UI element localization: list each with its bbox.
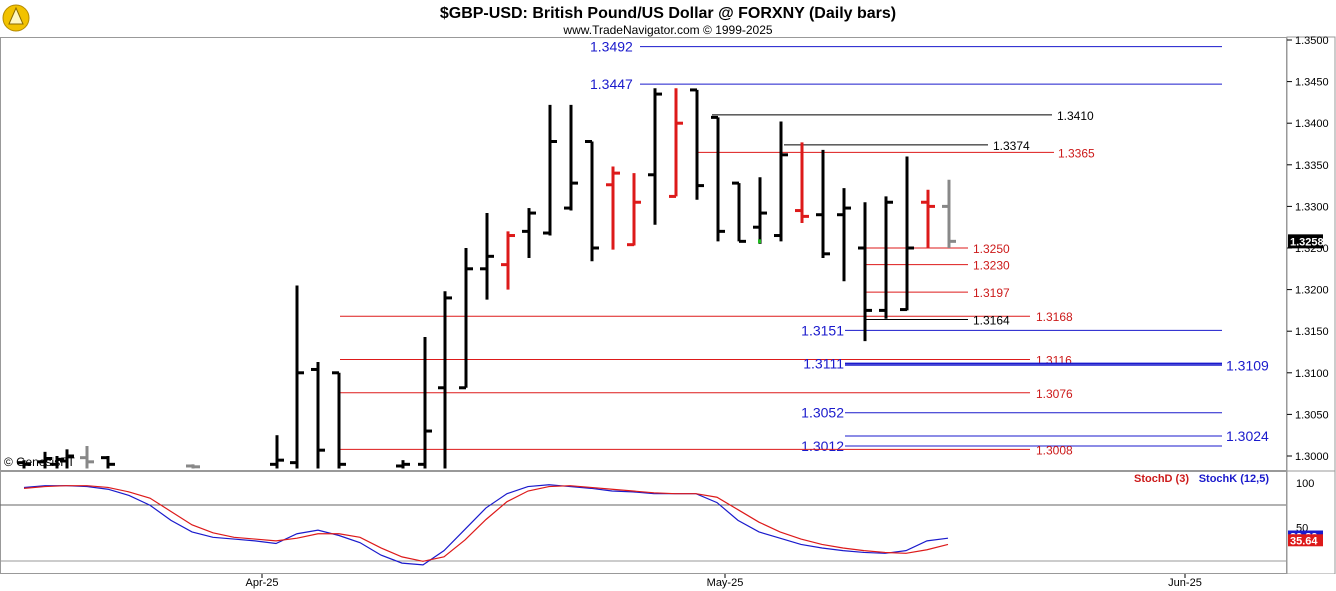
price-tick-label: 1.3450 — [1295, 77, 1329, 89]
ohlc-bar — [270, 435, 284, 469]
level-label: 1.3111 — [803, 356, 844, 372]
ohlc-bar — [942, 179, 956, 248]
price-tick-label: 1.3100 — [1295, 368, 1329, 380]
level-label: 1.3230 — [973, 259, 1010, 273]
level-label: 1.3164 — [973, 314, 1010, 328]
level-label: 1.3365 — [1058, 146, 1095, 160]
stoch-tick-label: 100 — [1296, 478, 1314, 490]
ohlc-bar — [921, 189, 935, 248]
ohlc-bar — [101, 456, 115, 469]
price-tick-label: 1.3300 — [1295, 201, 1329, 213]
ohlc-bar — [585, 140, 599, 262]
ohlc-bar — [522, 208, 536, 258]
chart-title: $GBP-USD: British Pound/US Dollar @ FORX… — [440, 5, 896, 22]
price-tick-label: 1.3500 — [1295, 35, 1329, 47]
ohlc-bar — [690, 88, 704, 200]
ohlc-bar — [669, 88, 683, 198]
x-axis-labels: Apr-25 May-25 Jun-25 — [245, 574, 1202, 589]
level-label: 1.3024 — [1226, 428, 1269, 444]
level-label: 1.3410 — [1057, 109, 1094, 123]
level-label: 1.3109 — [1226, 357, 1269, 373]
last-price-label: 1.3258 — [1290, 236, 1324, 248]
ohlc-bar — [564, 104, 578, 211]
stochk-line — [23, 484, 949, 566]
ohlc-bar — [438, 291, 452, 469]
level-label: 1.3374 — [993, 139, 1030, 153]
ohlc-bar — [900, 156, 914, 312]
level-label: 1.3197 — [973, 286, 1010, 300]
price-panel — [0, 37, 1287, 471]
x-axis — [0, 574, 1336, 591]
level-label: 1.3012 — [801, 438, 844, 454]
ohlc-bar — [858, 202, 872, 342]
price-tick-label: 1.3350 — [1295, 160, 1329, 172]
price-tick-label: 1.3000 — [1295, 451, 1329, 463]
level-label: 1.3151 — [801, 322, 844, 338]
ohlc-bar — [60, 449, 74, 469]
legend-stochk: StochK (12,5) — [1199, 473, 1270, 485]
x-tick-label: Apr-25 — [245, 577, 278, 589]
stochd-value: 35.64 — [1290, 535, 1318, 547]
ohlc-bar — [648, 88, 662, 225]
ohlc-bar — [50, 456, 64, 469]
chart-subtitle: www.TradeNavigator.com © 1999-2025 — [562, 23, 772, 37]
level-label: 1.3492 — [590, 39, 633, 55]
price-bars — [17, 88, 956, 469]
stochd-value-box — [1288, 534, 1323, 547]
watermark: © GenesisFT — [4, 455, 76, 469]
ohlc-bar — [816, 149, 830, 258]
x-tick-label: May-25 — [707, 577, 744, 589]
price-tick-label: 1.3050 — [1295, 409, 1329, 421]
stochd-line — [23, 485, 949, 562]
logo-icon — [2, 4, 30, 32]
legend-stochd: StochD (3) — [1134, 473, 1189, 485]
ohlc-bar — [290, 285, 304, 469]
price-axis-ticks: 1.35001.34501.34001.33501.33001.32501.32… — [1287, 35, 1329, 463]
ohlc-bar — [186, 464, 200, 469]
ohlc-bar — [80, 446, 94, 469]
ohlc-bar — [795, 142, 809, 224]
ohlc-bar — [774, 121, 788, 242]
ohlc-bar — [418, 337, 432, 469]
price-tick-label: 1.3150 — [1295, 326, 1329, 338]
ohlc-bar — [332, 371, 346, 469]
ohlc-bar — [879, 196, 893, 319]
ohlc-bar — [606, 166, 620, 250]
stoch-panel — [0, 471, 1287, 574]
ohlc-bar — [480, 213, 494, 300]
level-label: 1.3076 — [1036, 387, 1073, 401]
level-label: 1.3447 — [590, 76, 633, 92]
last-price-box — [1288, 234, 1323, 249]
level-label: 1.3250 — [973, 242, 1010, 256]
ohlc-bar — [501, 231, 515, 290]
stoch-lines — [23, 484, 949, 566]
ohlc-bar — [627, 173, 641, 247]
price-tick-label: 1.3400 — [1295, 118, 1329, 130]
ohlc-bar — [753, 177, 767, 244]
ohlc-bar — [396, 460, 410, 469]
ohlc-bar — [732, 181, 746, 243]
ohlc-bar — [311, 361, 325, 469]
level-lines: 1.3492 1.3447 1.3410 1.3374 1.3365 1.3250 1.32… — [340, 39, 1269, 457]
stoch-axis-ticks: 1005039.8935.64 — [1288, 478, 1323, 547]
last-price-badge: 1.3258 — [1288, 234, 1324, 249]
level-label: 1.3008 — [1036, 443, 1073, 457]
ohlc-bar — [711, 115, 725, 242]
ohlc-bar — [837, 188, 851, 282]
level-label: 1.3168 — [1036, 310, 1073, 324]
price-axis — [1286, 36, 1336, 472]
ohlc-bar — [459, 248, 473, 390]
x-tick-label: Jun-25 — [1168, 577, 1202, 589]
price-tick-label: 1.3200 — [1295, 285, 1329, 297]
stoch-axis — [1286, 470, 1336, 575]
ohlc-bar — [38, 451, 52, 469]
ohlc-bar — [543, 104, 557, 236]
signal-marker — [758, 239, 761, 244]
level-label: 1.3052 — [801, 405, 844, 421]
ohlc-bar — [17, 460, 31, 469]
